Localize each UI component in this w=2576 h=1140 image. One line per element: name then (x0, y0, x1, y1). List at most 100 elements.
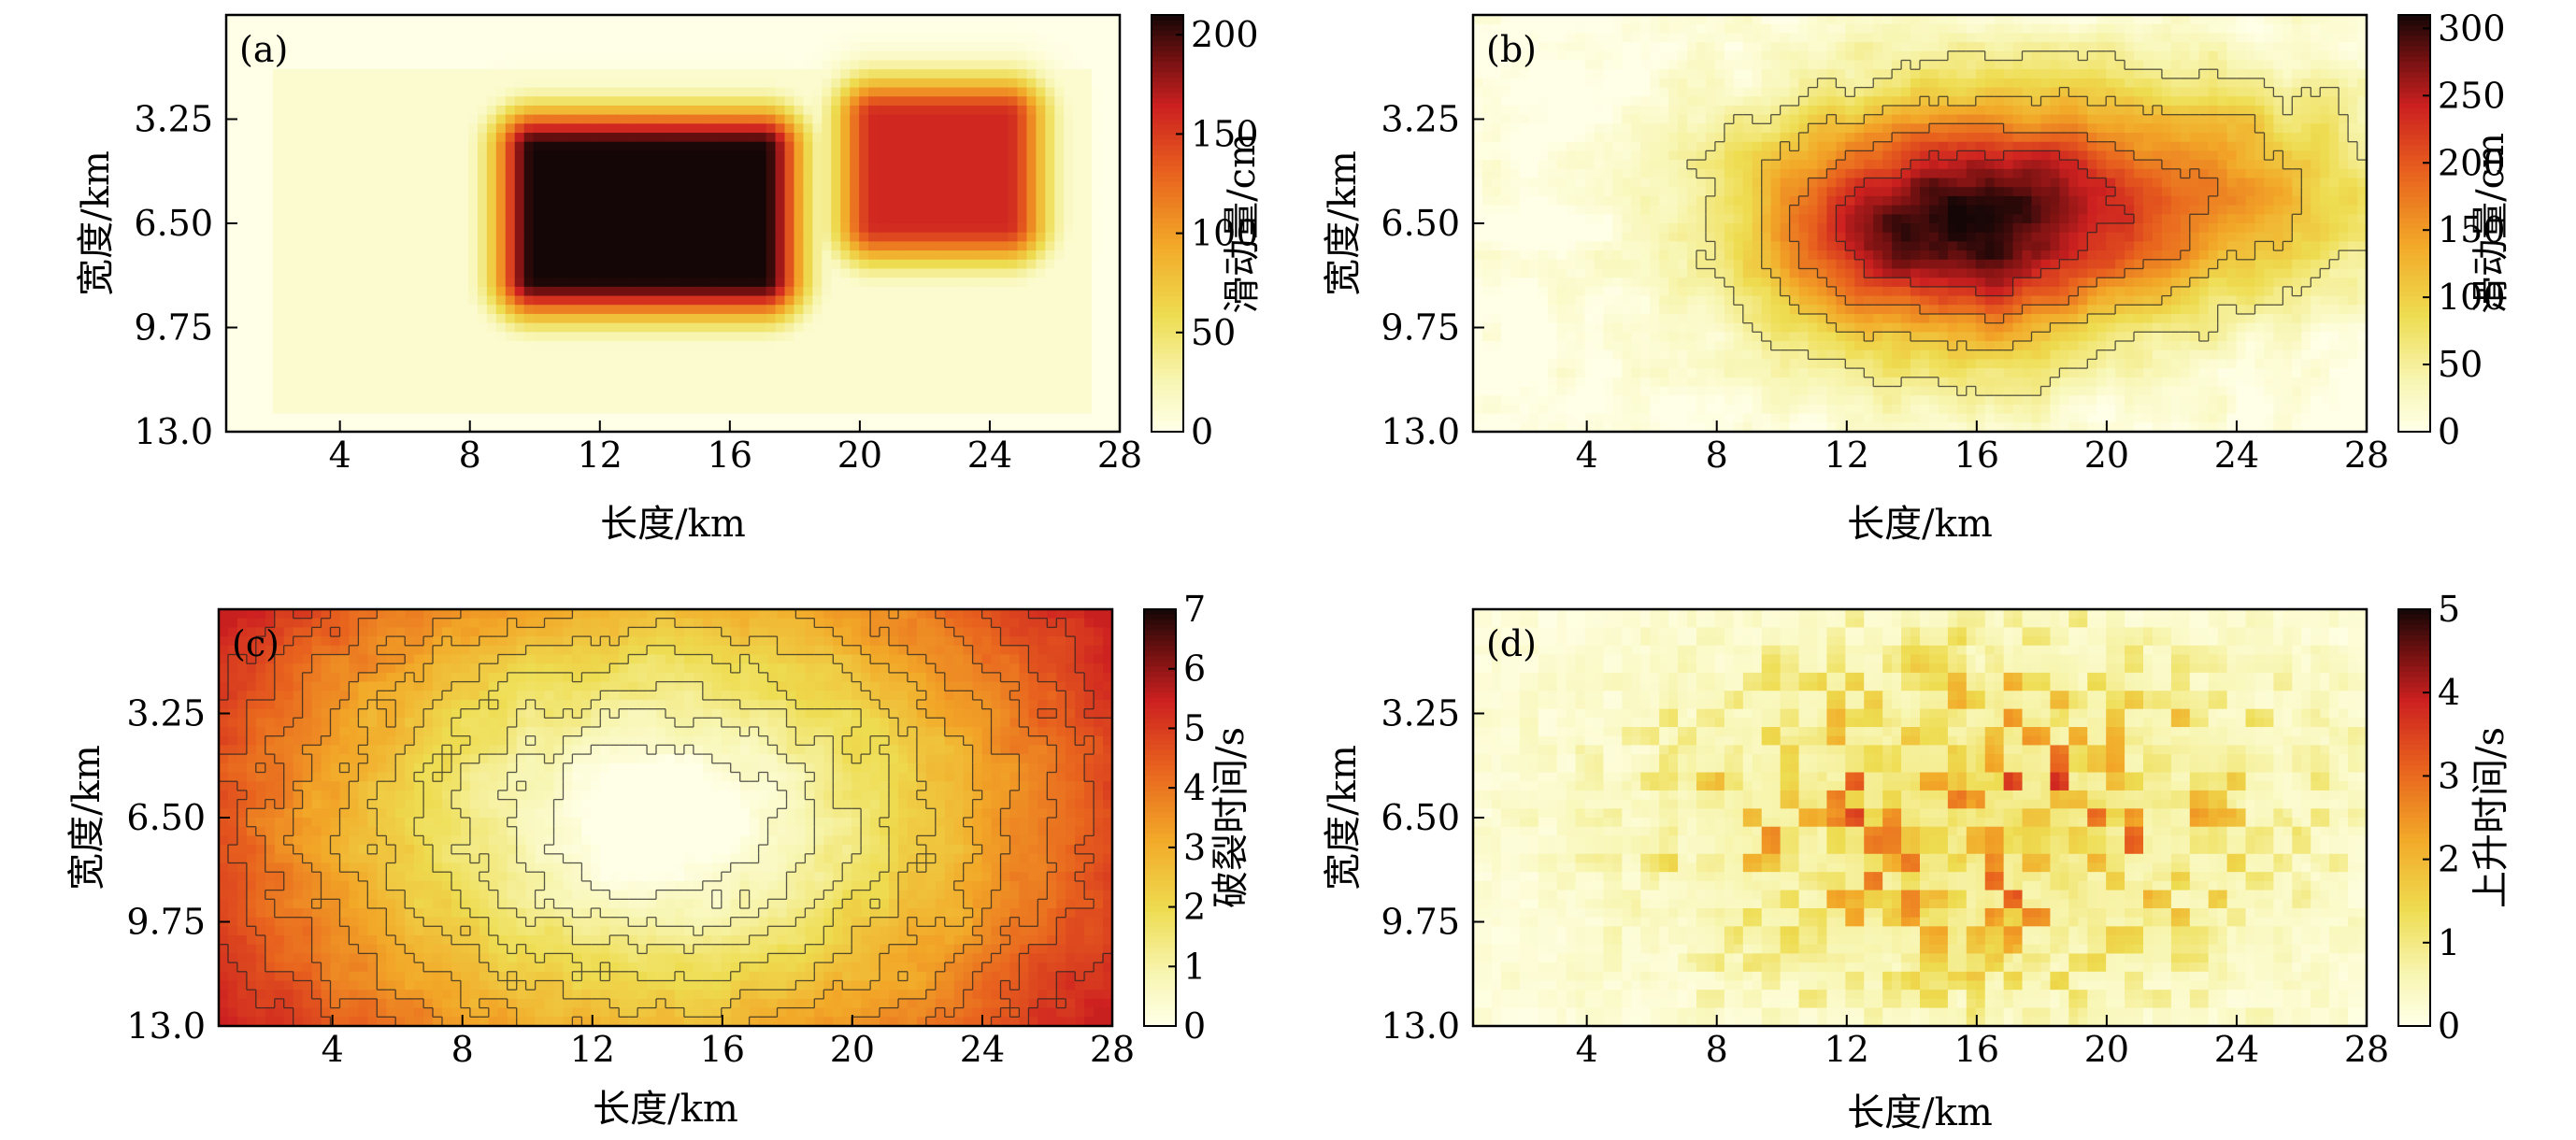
heatmap-cell (589, 223, 599, 234)
heatmap-cell (589, 278, 599, 288)
heatmap-cell (700, 223, 711, 234)
heatmap-cell (998, 78, 1009, 89)
heatmap-cell (608, 87, 618, 97)
heatmap-cell (617, 359, 627, 369)
heatmap-cell (645, 368, 655, 378)
heatmap-cell (272, 305, 283, 315)
heatmap-cell (636, 395, 646, 406)
heatmap-cell (375, 187, 385, 197)
heatmap-cell (831, 33, 841, 43)
heatmap-cell (244, 278, 255, 288)
heatmap-cell (654, 78, 665, 89)
heatmap-cell (998, 123, 1009, 134)
heatmap-cell (905, 69, 916, 79)
heatmap-cell (1110, 404, 1121, 415)
heatmap-cell (1650, 33, 1660, 43)
heatmap-cell (2003, 50, 2014, 62)
heatmap-cell (1017, 404, 1028, 415)
heatmap-cell (551, 168, 563, 179)
heatmap-cell (896, 377, 907, 388)
heatmap-cell (505, 50, 516, 62)
heatmap-cell (681, 305, 693, 315)
heatmap-cell (626, 114, 637, 124)
heatmap-cell (970, 349, 981, 361)
heatmap-cell (467, 123, 479, 134)
heatmap-cell (384, 377, 394, 388)
heatmap-cell (803, 295, 813, 306)
heatmap-cell (1045, 295, 1055, 306)
heatmap-cell (514, 15, 525, 25)
heatmap-cell (664, 133, 674, 143)
heatmap-cell (281, 214, 293, 224)
heatmap-cell (495, 33, 507, 43)
heatmap-cell (700, 50, 711, 62)
colorbar-swatch (1152, 176, 1183, 183)
heatmap-cell (365, 395, 376, 406)
heatmap-cell (319, 223, 330, 234)
heatmap-cell (486, 305, 497, 315)
heatmap-cell (989, 150, 1000, 161)
heatmap-cell (2301, 23, 2311, 34)
heatmap-cell (1045, 150, 1055, 161)
heatmap-cell (878, 50, 888, 62)
heatmap-cell (868, 359, 879, 369)
heatmap-cell (244, 232, 255, 242)
heatmap-cell (1808, 23, 1819, 34)
heatmap-cell (887, 422, 897, 433)
heatmap-cell (617, 42, 627, 52)
heatmap-cell (998, 160, 1009, 170)
heatmap-cell (1017, 295, 1028, 306)
heatmap-cell (1845, 23, 1855, 34)
heatmap-cell (1808, 15, 1819, 25)
heatmap-cell (253, 422, 265, 433)
heatmap-cell (226, 69, 236, 79)
heatmap-cell (1082, 214, 1093, 224)
heatmap-cell (347, 168, 358, 179)
heatmap-cell (244, 395, 255, 406)
heatmap-cell (737, 150, 749, 161)
heatmap-cell (300, 78, 311, 89)
heatmap-cell (319, 15, 330, 25)
heatmap-cell (458, 368, 469, 378)
heatmap-cell (942, 232, 953, 242)
heatmap-cell (458, 150, 469, 161)
heatmap-cell (850, 114, 860, 124)
heatmap-cell (1101, 60, 1111, 70)
heatmap-cell (337, 123, 349, 134)
heatmap-cell (784, 42, 795, 52)
heatmap-cell (794, 160, 805, 170)
heatmap-cell (403, 33, 413, 43)
heatmap-cell (654, 404, 665, 415)
heatmap-cell (561, 87, 572, 97)
heatmap-cell (477, 23, 488, 34)
heatmap-cell (961, 195, 972, 207)
heatmap-cell (561, 15, 572, 25)
heatmap-cell (570, 322, 581, 333)
heatmap-cell (840, 78, 851, 89)
heatmap-cell (812, 313, 823, 324)
heatmap-cell (281, 313, 293, 324)
heatmap-cell (961, 23, 972, 34)
heatmap-cell (300, 187, 311, 197)
heatmap-cell (235, 195, 246, 207)
heatmap-cell (495, 168, 507, 179)
heatmap-cell (328, 23, 339, 34)
heatmap-cell (551, 278, 563, 288)
heatmap-cell (514, 23, 525, 34)
heatmap-cell (412, 223, 422, 234)
heatmap-cell (942, 250, 953, 261)
heatmap-cell (1575, 15, 1586, 25)
heatmap-cell (989, 141, 1000, 152)
heatmap-cell (1073, 268, 1083, 278)
heatmap-cell (673, 295, 683, 306)
heatmap-cell (840, 223, 851, 234)
heatmap-cell (589, 268, 599, 278)
heatmap-cell (775, 23, 786, 34)
heatmap-cell (1054, 87, 1065, 97)
heatmap-cell (412, 377, 422, 388)
heatmap-cell (933, 114, 944, 124)
heatmap-cell (300, 223, 311, 234)
heatmap-cell (933, 241, 944, 251)
heatmap-cell (859, 332, 869, 342)
